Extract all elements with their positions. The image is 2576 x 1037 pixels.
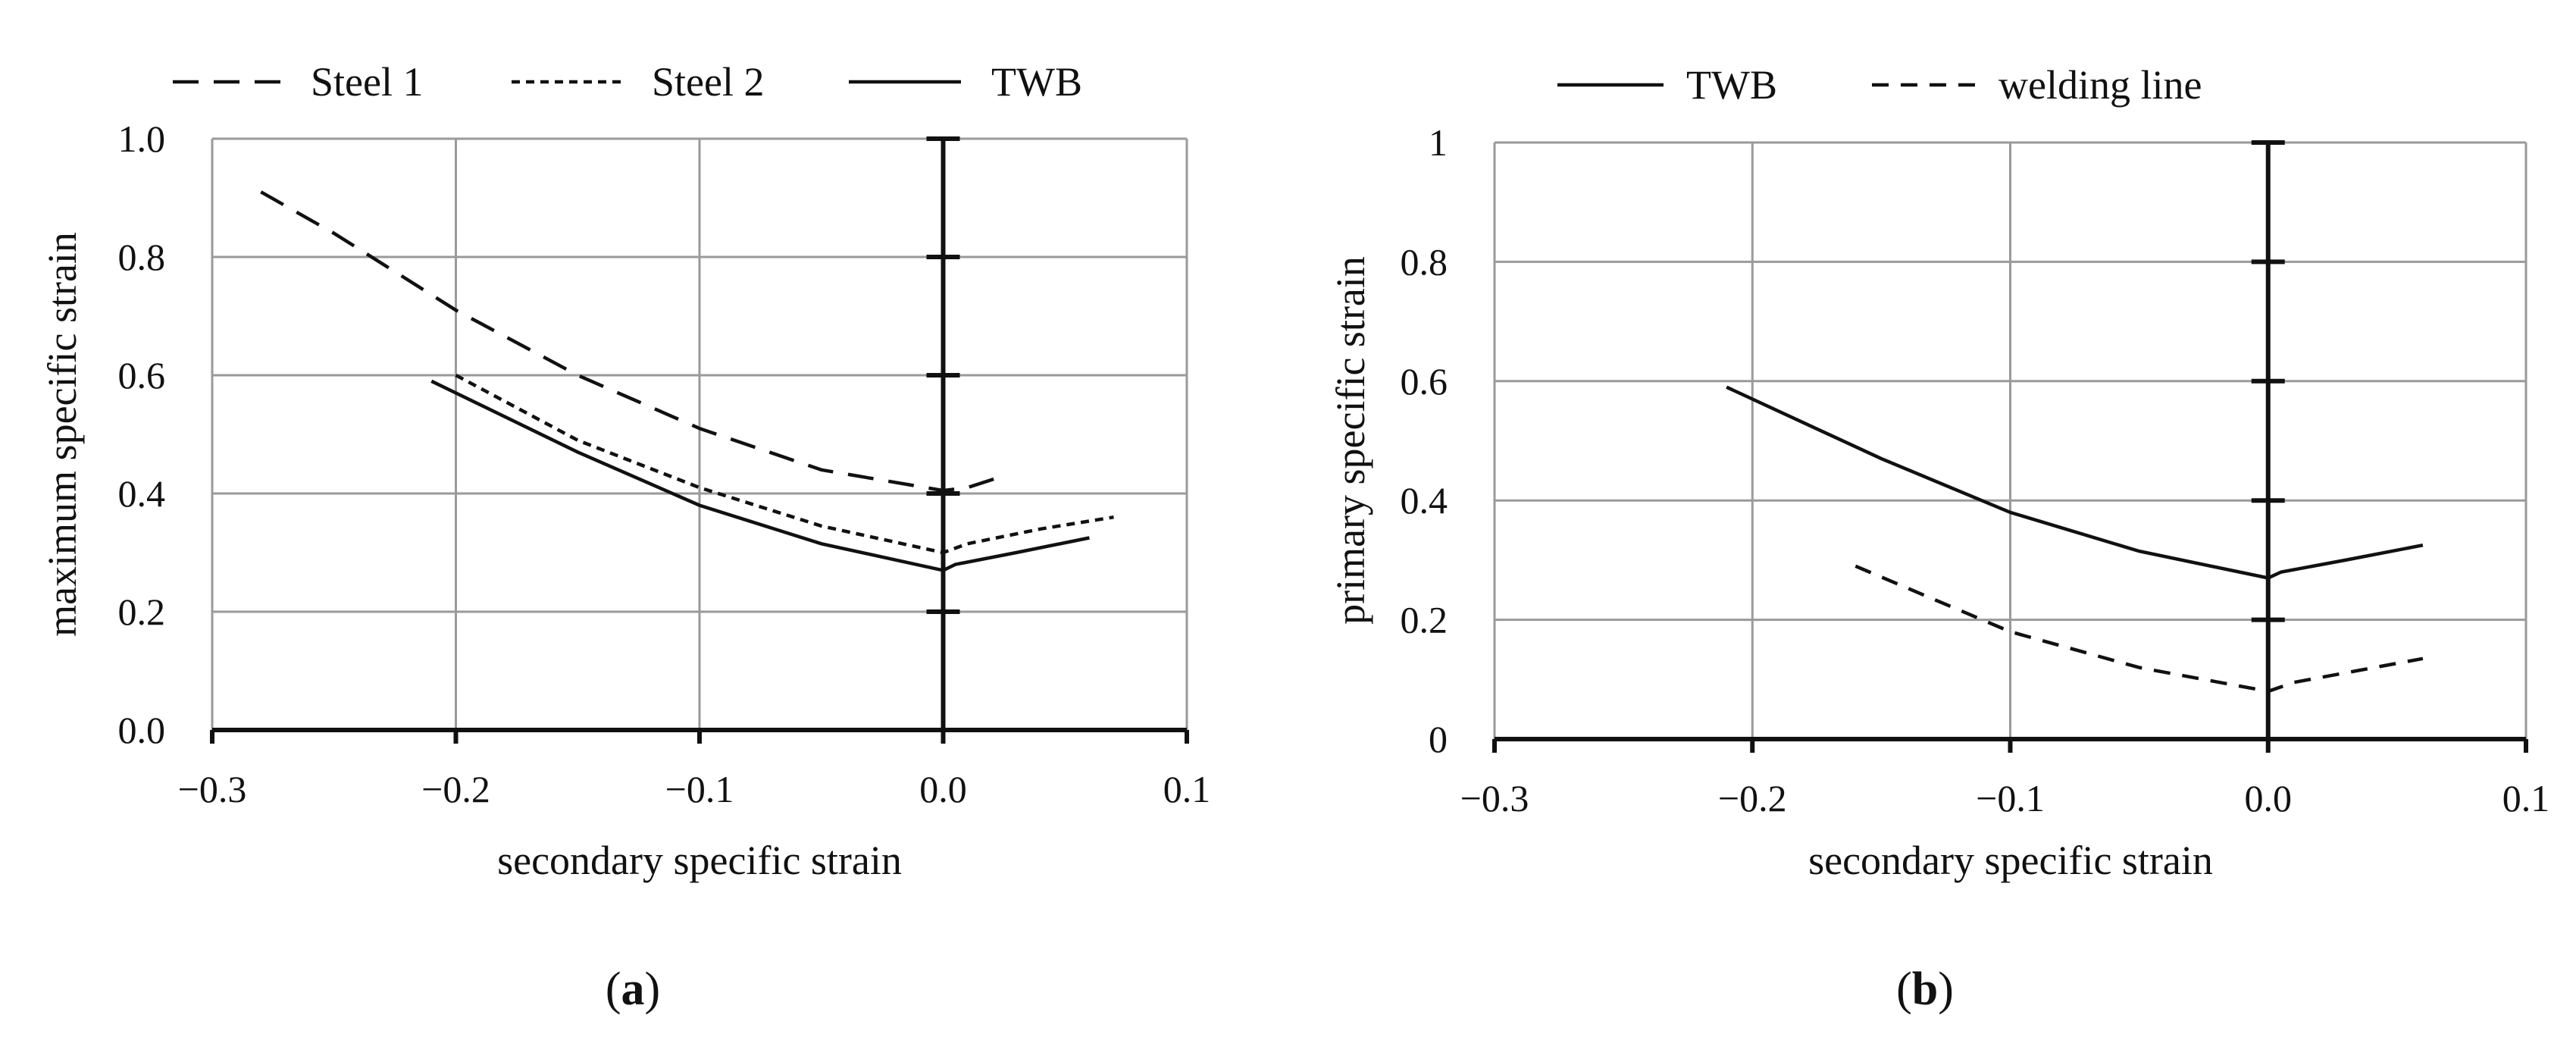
x-tick-label: −0.3 [1460,777,1529,819]
legend-label: Steel 1 [311,59,423,105]
x-tick-label: 0.1 [1163,768,1211,810]
y-axis-title: primary specific strain [1328,256,1373,625]
y-tick-label: 0.8 [118,236,166,278]
x-axis-title: secondary specific strain [1808,838,2213,883]
y-tick-label: 0.8 [1401,240,1448,283]
x-tick-label: −0.2 [421,768,490,810]
series-line-steel-2 [455,374,1114,555]
x-tick-label: −0.2 [1718,777,1787,819]
chart-panel-a: −0.3 −0.2 −0.1 0.0 0.1 0.0 0.2 0.4 0.6 0.8 1.0 Stee… [39,59,1210,1015]
series-line-steel-1 [260,190,1005,493]
panel-label: (a) [606,963,660,1015]
legend-label: TWB [991,59,1082,105]
chart-panel-b: −0.3 −0.2 −0.1 0.0 0.1 0 0.2 0.4 0.6 0.8 1 TWB weldi… [1328,62,2549,1015]
y-tick-label: 0.4 [118,472,166,515]
y-tick-label: 0.2 [1401,599,1448,641]
panel-paren-close: ) [1938,963,1954,1015]
panel-paren-open: ( [1896,963,1912,1015]
y-tick-label: 0 [1429,718,1448,760]
y-tick-label: 0.6 [118,354,166,396]
y-tick-label: 1 [1429,121,1448,164]
legend-label: TWB [1686,62,1777,108]
y-tick-label: 0.6 [1401,360,1448,403]
y-tick-label: 0.0 [118,709,166,751]
panel-paren-close: ) [645,963,661,1015]
x-tick-label: 0.1 [2502,777,2550,819]
y-axis-title: maximum specific strain [39,232,85,637]
panel-label: (b) [1896,963,1954,1015]
series-line-twb [1726,385,2424,580]
x-axis-title: secondary specific strain [497,838,902,883]
y-tick-label: 0.4 [1401,479,1448,522]
series-line-welding-line [1855,564,2424,694]
panel-letter: b [1912,963,1938,1015]
legend-label: Steel 2 [652,59,764,105]
y-tick-label: 0.2 [118,591,166,633]
series-line-twb [430,379,1090,572]
x-tick-label: −0.1 [1976,777,2045,819]
x-tick-label: 0.0 [2245,777,2293,819]
x-tick-label: 0.0 [919,768,967,810]
panel-paren-open: ( [606,963,621,1015]
x-tick-label: −0.3 [178,768,247,810]
legend-label: welding line [1999,62,2202,108]
x-tick-label: −0.1 [665,768,734,810]
y-tick-label: 1.0 [118,117,166,160]
panel-letter: a [621,963,645,1015]
